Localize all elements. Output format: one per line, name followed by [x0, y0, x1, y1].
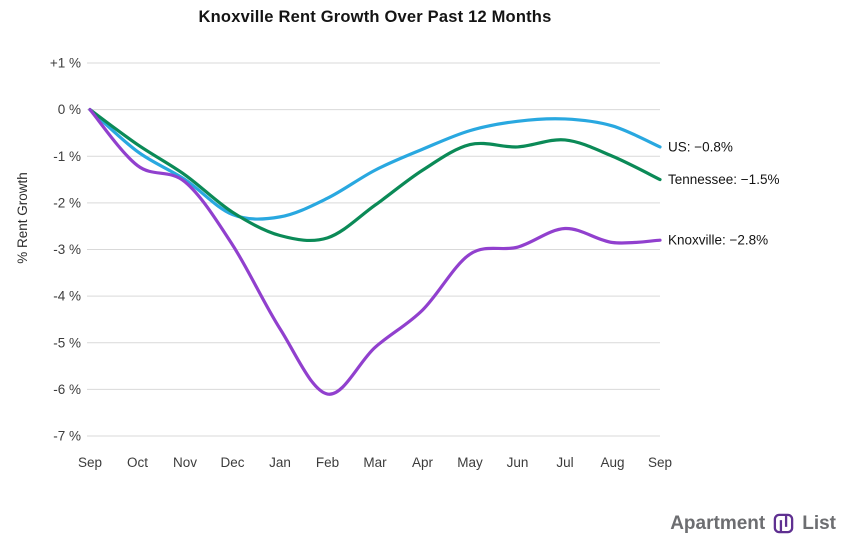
rent-growth-chart: +1 % 0 % -1 % -2 % -3 % -4 % -5 % -6 % -7 % Sep Oc… — [50, 56, 780, 471]
series-end-label-knoxville: Knoxville: −2.8% — [668, 233, 768, 248]
x-tick-label: Nov — [173, 455, 197, 470]
series-end-label-us: US: −0.8% — [668, 139, 733, 154]
y-tick-label: -3 % — [53, 242, 81, 257]
series-line-us — [88, 108, 662, 221]
x-tick-label: Jan — [269, 455, 291, 470]
logo-word-list: List — [802, 513, 836, 534]
x-tick-label: Aug — [600, 455, 624, 470]
x-tick-label: Jul — [556, 455, 573, 470]
y-tick-label: -2 % — [53, 195, 81, 210]
x-tick-label: Apr — [412, 455, 434, 470]
x-tick-label: Dec — [220, 455, 244, 470]
y-tick-label: 0 % — [58, 102, 81, 117]
chart-title: Knoxville Rent Growth Over Past 12 Month… — [198, 8, 552, 26]
x-tick-label: May — [457, 455, 483, 470]
y-tick-label: -4 % — [53, 289, 81, 304]
x-tick-label: Oct — [127, 455, 148, 470]
x-tick-label: Feb — [316, 455, 339, 470]
series-line-knoxville — [88, 108, 662, 396]
logo-word-apartment: Apartment — [670, 513, 766, 534]
y-tick-label: -7 % — [53, 429, 81, 444]
y-tick-label: -5 % — [53, 335, 81, 350]
y-tick-label: -1 % — [53, 149, 81, 164]
x-tick-label: Sep — [78, 455, 102, 470]
apartment-list-building-icon — [772, 512, 795, 535]
x-tick-label: Mar — [363, 455, 387, 470]
y-tick-label: -6 % — [53, 382, 81, 397]
x-tick-label: Jun — [507, 455, 529, 470]
series-line-tennessee — [88, 108, 662, 243]
y-tick-label: +1 % — [50, 56, 81, 71]
series-end-label-tennessee: Tennessee: −1.5% — [668, 172, 779, 187]
apartment-list-logo: Apartment List — [670, 512, 836, 535]
x-tick-label: Sep — [648, 455, 672, 470]
